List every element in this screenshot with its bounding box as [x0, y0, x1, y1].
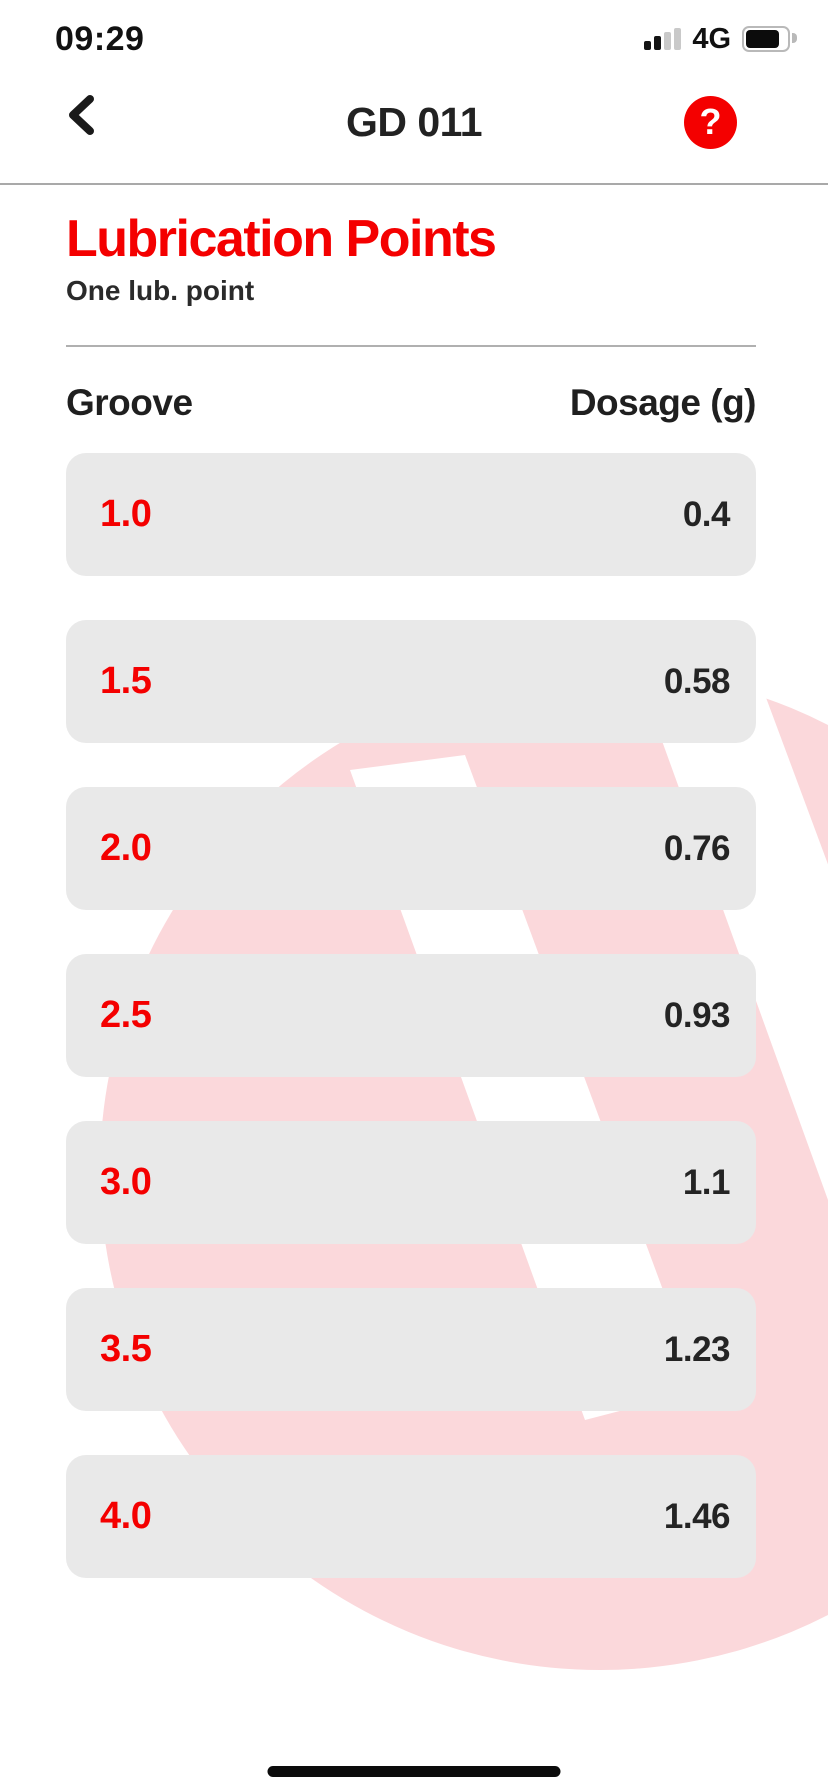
- row-dosage: 0.93: [663, 995, 731, 1035]
- row-groove: 2.5: [100, 994, 152, 1037]
- page-title: GD 011: [345, 99, 483, 145]
- signal-strength-icon: [644, 28, 682, 50]
- battery-fill: [746, 30, 779, 48]
- battery-icon: [742, 26, 797, 52]
- section-divider: [66, 344, 756, 347]
- row-groove: 1.0: [100, 493, 152, 536]
- status-time: 09:29: [55, 19, 145, 58]
- row-dosage: 1.46: [663, 1496, 731, 1536]
- back-button[interactable]: [66, 94, 96, 136]
- table-header: Groove Dosage (g): [66, 381, 757, 424]
- status-icons: 4G: [644, 23, 798, 56]
- section-subtitle: One lub. point: [66, 274, 255, 306]
- row-groove: 4.0: [100, 1495, 152, 1538]
- table-row: 3.5 1.23: [66, 1288, 756, 1412]
- row-groove: 2.0: [100, 827, 152, 870]
- row-groove: 3.5: [100, 1328, 152, 1371]
- row-groove: 3.0: [100, 1161, 152, 1204]
- row-dosage: 1.23: [663, 1329, 731, 1369]
- chevron-left-icon: [69, 95, 94, 135]
- row-groove: 1.5: [100, 660, 152, 703]
- help-button[interactable]: ?: [684, 96, 737, 149]
- row-dosage: 0.4: [682, 494, 731, 534]
- table-row: 4.0 1.46: [66, 1455, 756, 1579]
- column-header-groove: Groove: [66, 381, 193, 423]
- table-row: 1.0 0.4: [66, 453, 756, 577]
- nav-bar: GD 011 ?: [0, 62, 828, 185]
- column-header-dosage: Dosage (g): [569, 381, 757, 423]
- table-row: 3.0 1.1: [66, 1121, 756, 1245]
- row-dosage: 0.76: [663, 828, 731, 868]
- row-dosage: 0.58: [663, 661, 731, 701]
- home-indicator[interactable]: [267, 1766, 561, 1777]
- section-title: Lubrication Points: [66, 210, 497, 268]
- question-mark-icon: ?: [699, 100, 722, 142]
- status-bar: 09:29 4G: [0, 0, 828, 64]
- table-row: 1.5 0.58: [66, 620, 756, 744]
- battery-tip: [792, 33, 797, 43]
- row-dosage: 1.1: [682, 1162, 731, 1202]
- content: Lubrication Points One lub. point Groove…: [0, 184, 828, 1579]
- table-row: 2.5 0.93: [66, 954, 756, 1078]
- network-type-label: 4G: [692, 22, 731, 55]
- table-row: 2.0 0.76: [66, 787, 756, 911]
- dosage-table-body: 1.0 0.4 1.5 0.58 2.0 0.76 2.5 0.93 3.0 1…: [66, 453, 756, 1579]
